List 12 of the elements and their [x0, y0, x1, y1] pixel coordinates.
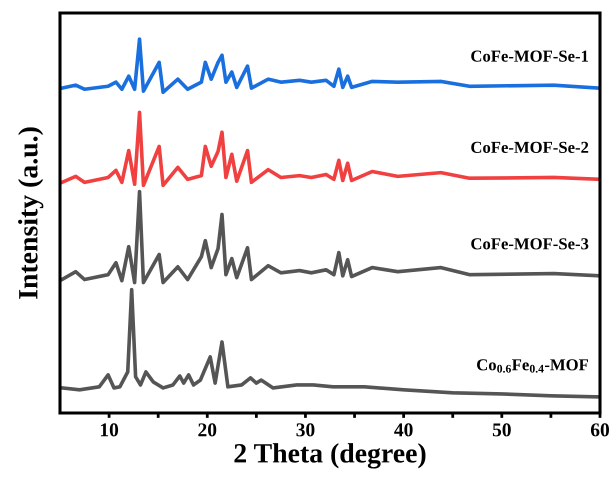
x-tick-label: 40: [394, 423, 413, 436]
series-label: CoFe-MOF-Se-3: [471, 238, 588, 250]
x-tick-label: 30: [296, 423, 314, 436]
x-tick-label: 60: [590, 423, 609, 436]
x-axis-title: 2 Theta (degree): [234, 443, 426, 469]
series-label: Co$_{0.6}$Fe$_{0.4}$-MOF: [477, 359, 588, 373]
x-tick-label: 10: [100, 423, 118, 436]
y-axis-title: Intensity (a.u.): [18, 127, 44, 299]
x-tick-label: 50: [492, 423, 511, 436]
series-label: CoFe-MOF-Se-2: [471, 142, 588, 153]
series-label: CoFe-MOF-Se-1: [471, 50, 588, 62]
x-tick-label: 20: [198, 423, 216, 436]
